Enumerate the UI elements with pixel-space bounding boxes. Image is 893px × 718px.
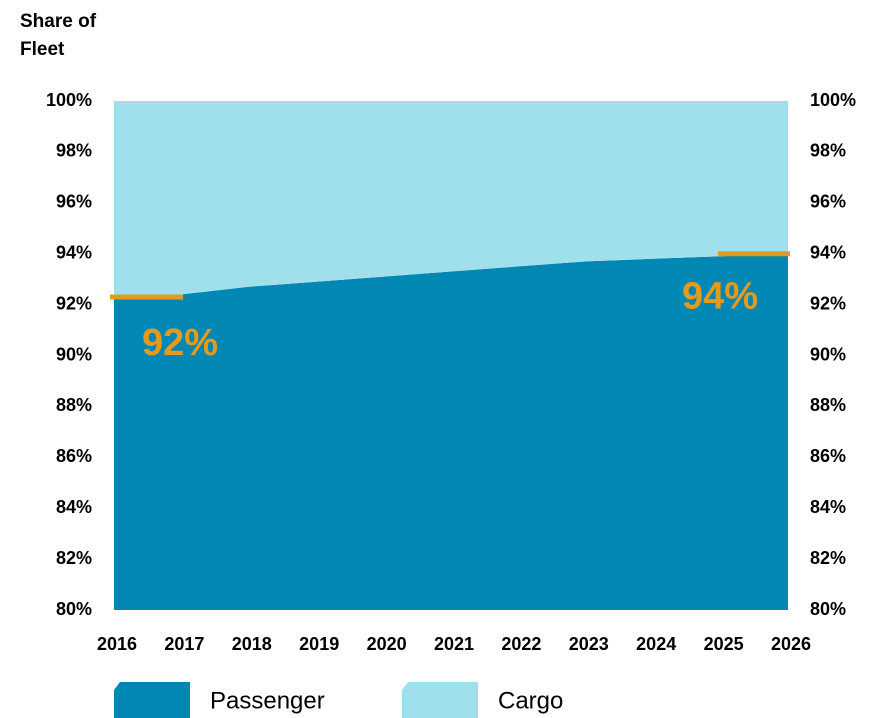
y-tick-label: 90% bbox=[56, 344, 92, 364]
legend-label: Passenger bbox=[210, 687, 325, 714]
y2-tick-label: 90% bbox=[810, 344, 846, 364]
y-tick-label: 80% bbox=[56, 599, 92, 619]
x-tick-label: 2020 bbox=[367, 634, 407, 654]
x-tick-label: 2022 bbox=[501, 634, 541, 654]
y2-tick-label: 96% bbox=[810, 192, 846, 212]
y-tick-label: 96% bbox=[56, 192, 92, 212]
y2-tick-label: 92% bbox=[810, 293, 846, 313]
y2-tick-label: 80% bbox=[810, 599, 846, 619]
y2-tick-label: 84% bbox=[810, 497, 846, 517]
y-tick-label: 84% bbox=[56, 497, 92, 517]
x-tick-label: 2026 bbox=[771, 634, 811, 654]
y-tick-label: 86% bbox=[56, 446, 92, 466]
legend-label: Cargo bbox=[498, 687, 563, 714]
y2-tick-label: 94% bbox=[810, 242, 846, 262]
y-axis-title: Share of Fleet bbox=[20, 11, 97, 60]
legend-swatch bbox=[402, 682, 478, 718]
area bbox=[114, 253, 788, 610]
y2-tick-label: 100% bbox=[810, 90, 856, 110]
x-tick-label: 2023 bbox=[569, 634, 609, 654]
annotation: 92% bbox=[142, 322, 218, 364]
y2-tick-label: 86% bbox=[810, 446, 846, 466]
y2-tick-label: 88% bbox=[810, 395, 846, 415]
annotation: 94% bbox=[682, 276, 758, 318]
x-tick-label: 2021 bbox=[434, 634, 474, 654]
x-tick-label: 2016 bbox=[97, 634, 137, 654]
y2-tick-label: 98% bbox=[810, 141, 846, 161]
x-tick-label: 2018 bbox=[232, 634, 272, 654]
y-tick-label: 92% bbox=[56, 293, 92, 313]
y-tick-label: 88% bbox=[56, 395, 92, 415]
x-tick-label: 2017 bbox=[164, 634, 204, 654]
y-tick-label: 82% bbox=[56, 548, 92, 568]
x-tick-label: 2019 bbox=[299, 634, 339, 654]
y2-tick-label: 82% bbox=[810, 548, 846, 568]
area bbox=[114, 101, 788, 297]
y-tick-label: 98% bbox=[56, 141, 92, 161]
x-tick-label: 2024 bbox=[636, 634, 676, 654]
y-tick-label: 100% bbox=[46, 90, 92, 110]
y-tick-label: 94% bbox=[56, 242, 92, 262]
legend-swatch bbox=[114, 682, 190, 718]
x-tick-label: 2025 bbox=[704, 634, 744, 654]
